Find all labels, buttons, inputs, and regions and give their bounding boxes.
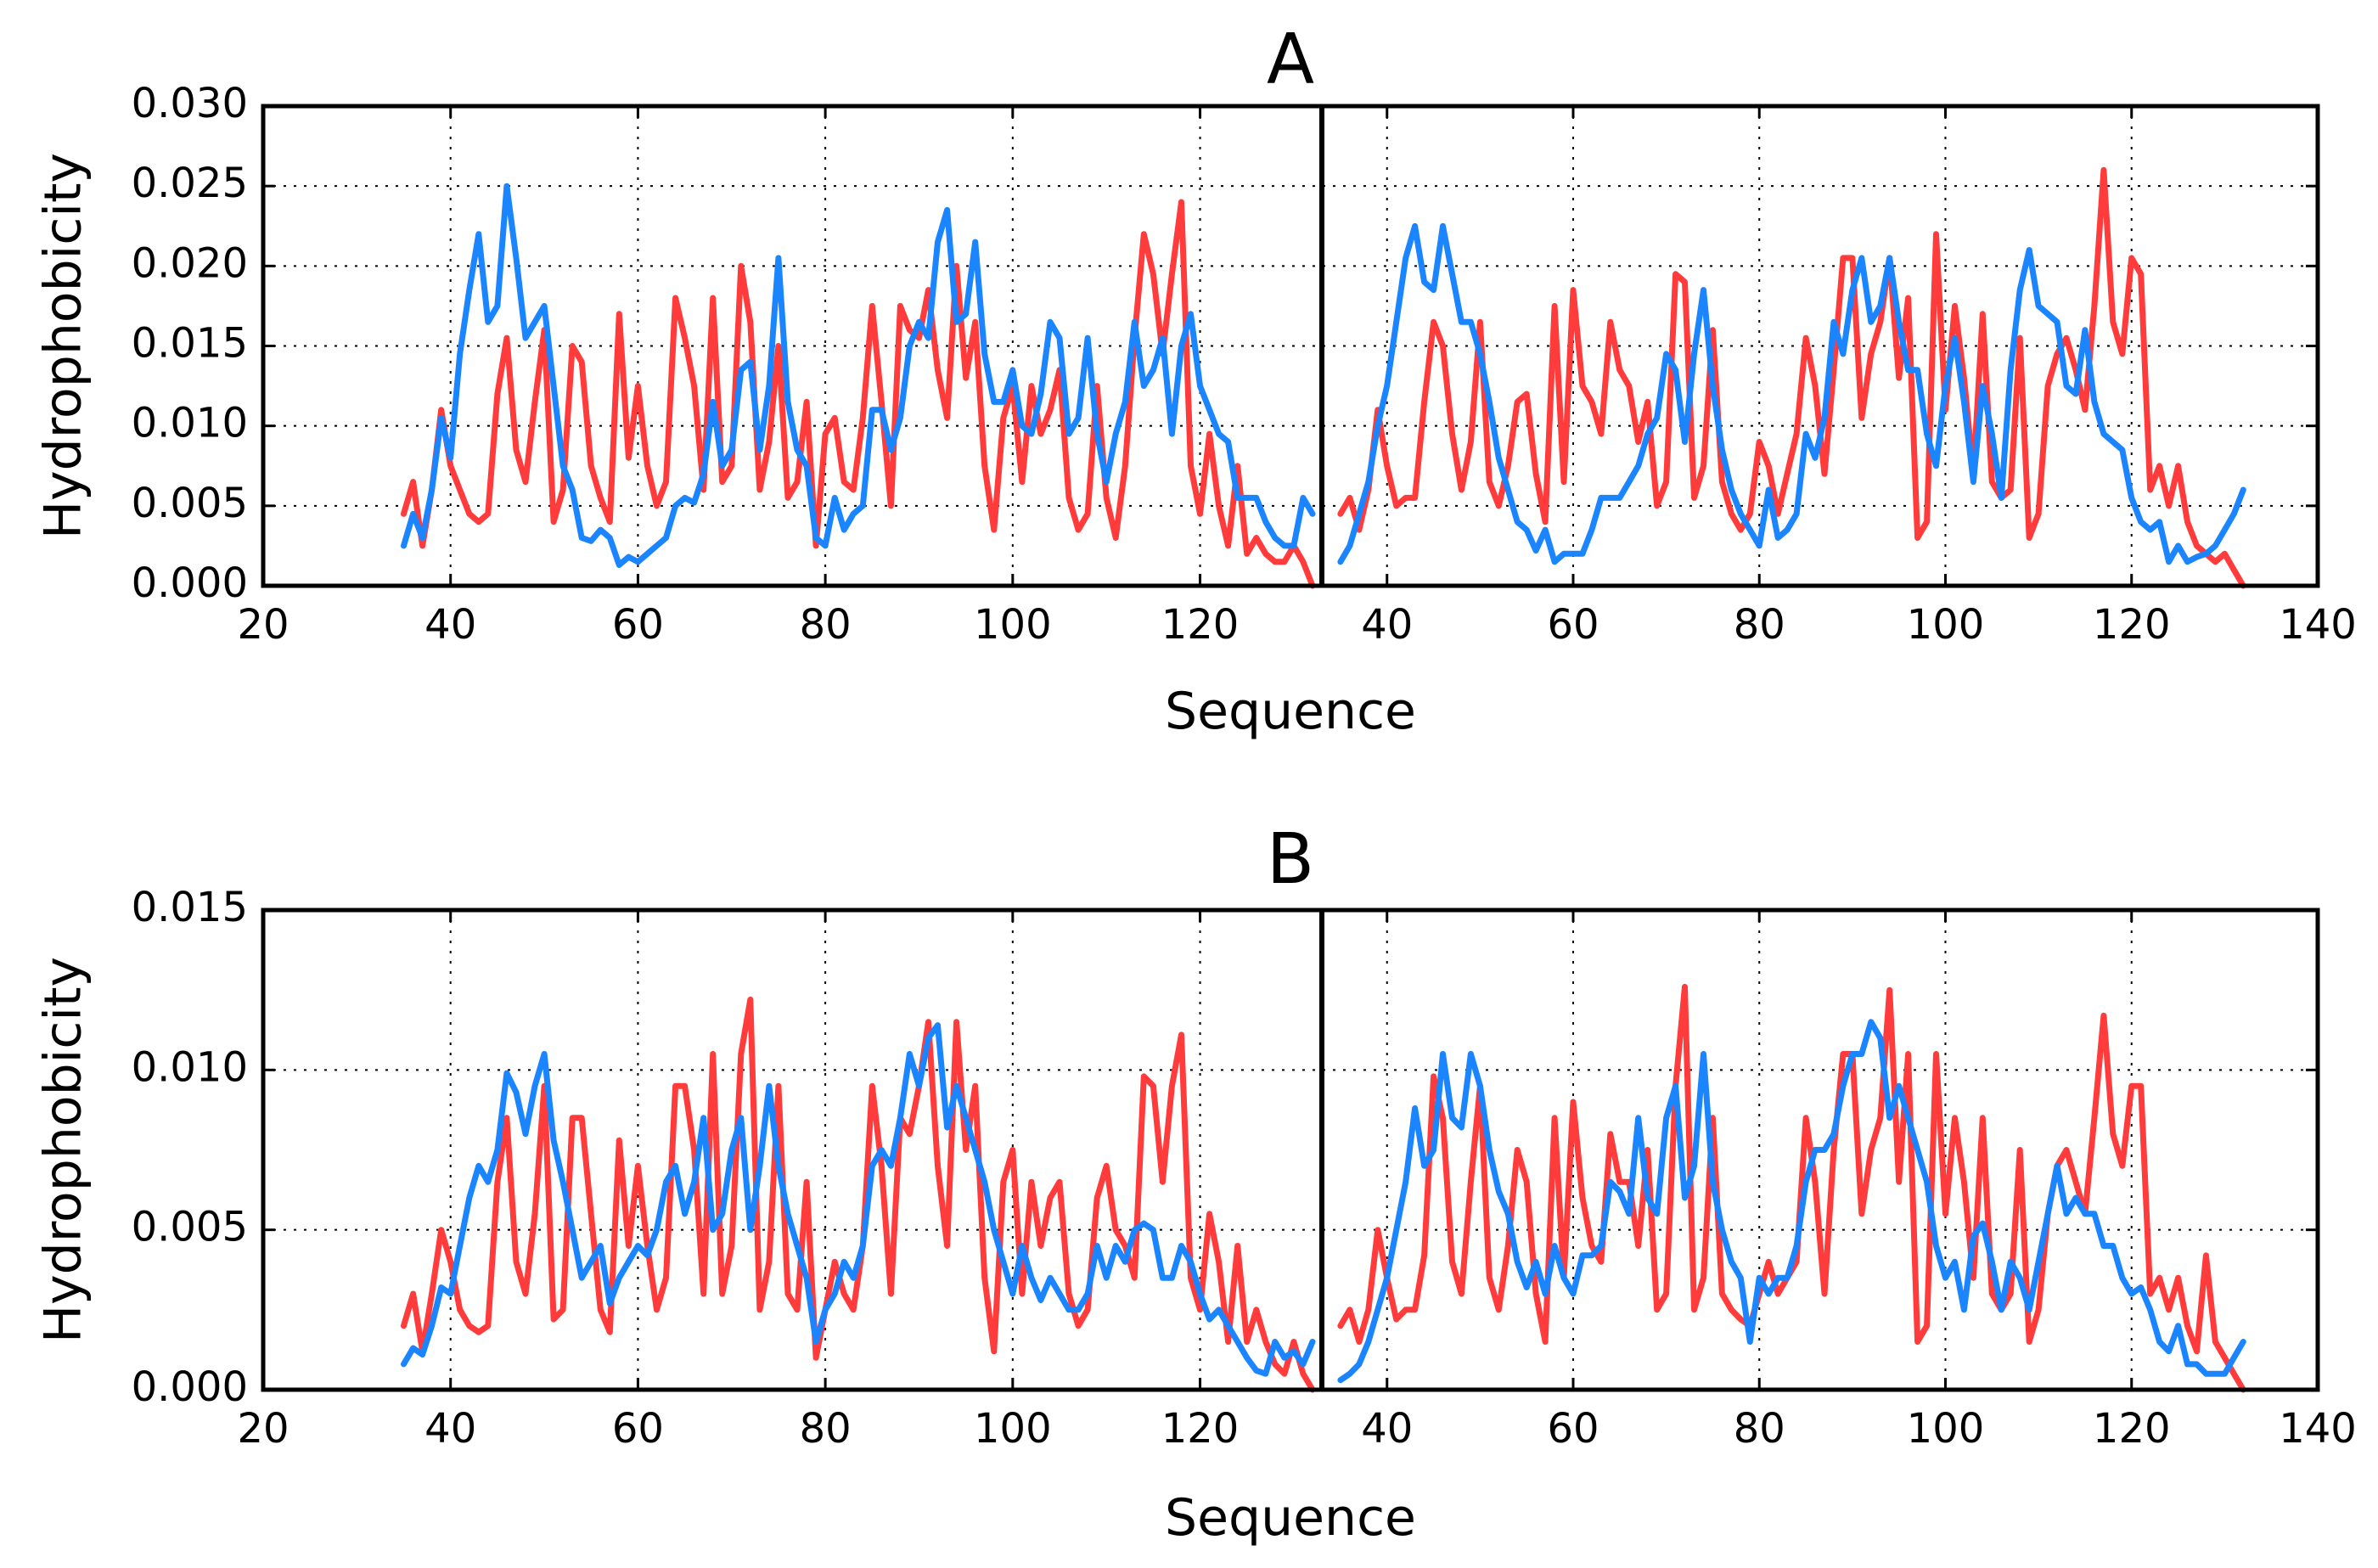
panel-a-left-xtick-label-0: 20 — [237, 601, 289, 649]
panel-a-left-xtick-label-4: 100 — [974, 601, 1052, 649]
panel-a-ytick-label-1: 0.005 — [132, 480, 248, 527]
panel-b-ytick-label-1: 0.005 — [132, 1204, 248, 1251]
panel-b-right-xtick-label-2: 80 — [1734, 1405, 1785, 1453]
panel-a-ytick-label-5: 0.025 — [132, 160, 248, 207]
panel-a-title: A — [1267, 20, 1314, 100]
panel-b-axes — [261, 908, 2320, 1392]
panel-b-ytick-label-2: 0.010 — [132, 1043, 248, 1091]
panel-a-right-xtick-label-4: 120 — [2093, 601, 2171, 649]
panel-b-left-xtick-label-1: 40 — [424, 1405, 476, 1453]
panel-b-ytick-label-3: 0.015 — [132, 884, 248, 931]
panel-a-ytick-label-6: 0.030 — [132, 80, 248, 127]
panel-a-left-xtick-label-5: 120 — [1161, 601, 1240, 649]
panel-b-series — [401, 983, 2246, 1393]
panel-a-ytick-label-0: 0.000 — [132, 559, 248, 607]
panel-b-right-xtick-label-5: 140 — [2279, 1405, 2357, 1453]
panel-b-title: B — [1267, 819, 1314, 900]
panel-b-frame — [261, 908, 2320, 1392]
panel-a-right-series-red — [1337, 166, 2246, 589]
panel-b-ytick-label-0: 0.000 — [132, 1363, 248, 1411]
panel-b-xlabel: Sequence — [1165, 1488, 1416, 1548]
panel-b-left-series-blue — [401, 1022, 1316, 1377]
panel-b-ticks: 0.000 0.005 0.010 0.015 20 40 60 80 100 120 40 60 80… — [132, 884, 2357, 1453]
panel-a-ylabel: Hydrophobicity — [34, 153, 93, 539]
panel-a-left-xtick-label-1: 40 — [424, 601, 476, 649]
panel-b-left-xtick-label-0: 20 — [237, 1405, 289, 1453]
panel-a-ytick-label-4: 0.020 — [132, 239, 248, 287]
panel-a-right-xtick-label-2: 80 — [1734, 601, 1785, 649]
panel-a-left-xtick-label-2: 60 — [612, 601, 664, 649]
panel-b-ylabel: Hydrophobicity — [34, 957, 93, 1343]
panel-b-left-series-red — [401, 997, 1316, 1393]
panel-b-right-xtick-label-3: 100 — [1907, 1405, 1985, 1453]
panel-a-right-series-blue — [1337, 222, 2246, 565]
panel-b-right-xtick-label-1: 60 — [1547, 1405, 1599, 1453]
panel-a-series — [401, 166, 2246, 589]
panel-b-right-series-blue — [1337, 1019, 2246, 1384]
panel-a-left-series-blue — [401, 183, 1316, 568]
panel-a-right-xtick-label-3: 100 — [1907, 601, 1985, 649]
panel-a-xlabel: Sequence — [1165, 682, 1416, 741]
panel-a-right-xtick-label-5: 140 — [2279, 601, 2357, 649]
panel-a-left-xtick-label-3: 80 — [800, 601, 852, 649]
panel-a-ytick-label-2: 0.010 — [132, 400, 248, 447]
panel-b-left-xtick-label-5: 120 — [1161, 1405, 1240, 1453]
panel-b-right-xtick-label-4: 120 — [2093, 1405, 2171, 1453]
panel-a-ytick-label-3: 0.015 — [132, 320, 248, 368]
panel-b-left-xtick-label-3: 80 — [800, 1405, 852, 1453]
panel-a: 0.000 0.005 0.010 0.015 0.020 0.025 0.030 20 40 6… — [34, 20, 2357, 741]
panel-b: 0.000 0.005 0.010 0.015 20 40 60 80 100 120 40 60 80… — [34, 819, 2357, 1548]
panel-a-right-xtick-label-0: 40 — [1361, 601, 1413, 649]
panel-a-right-xtick-label-1: 60 — [1547, 601, 1599, 649]
panel-b-left-xtick-label-4: 100 — [974, 1405, 1052, 1453]
panel-b-right-xtick-label-0: 40 — [1361, 1405, 1413, 1453]
panel-b-left-xtick-label-2: 60 — [612, 1405, 664, 1453]
panel-a-ticks: 0.000 0.005 0.010 0.015 0.020 0.025 0.030 20 40 6… — [132, 80, 2357, 649]
